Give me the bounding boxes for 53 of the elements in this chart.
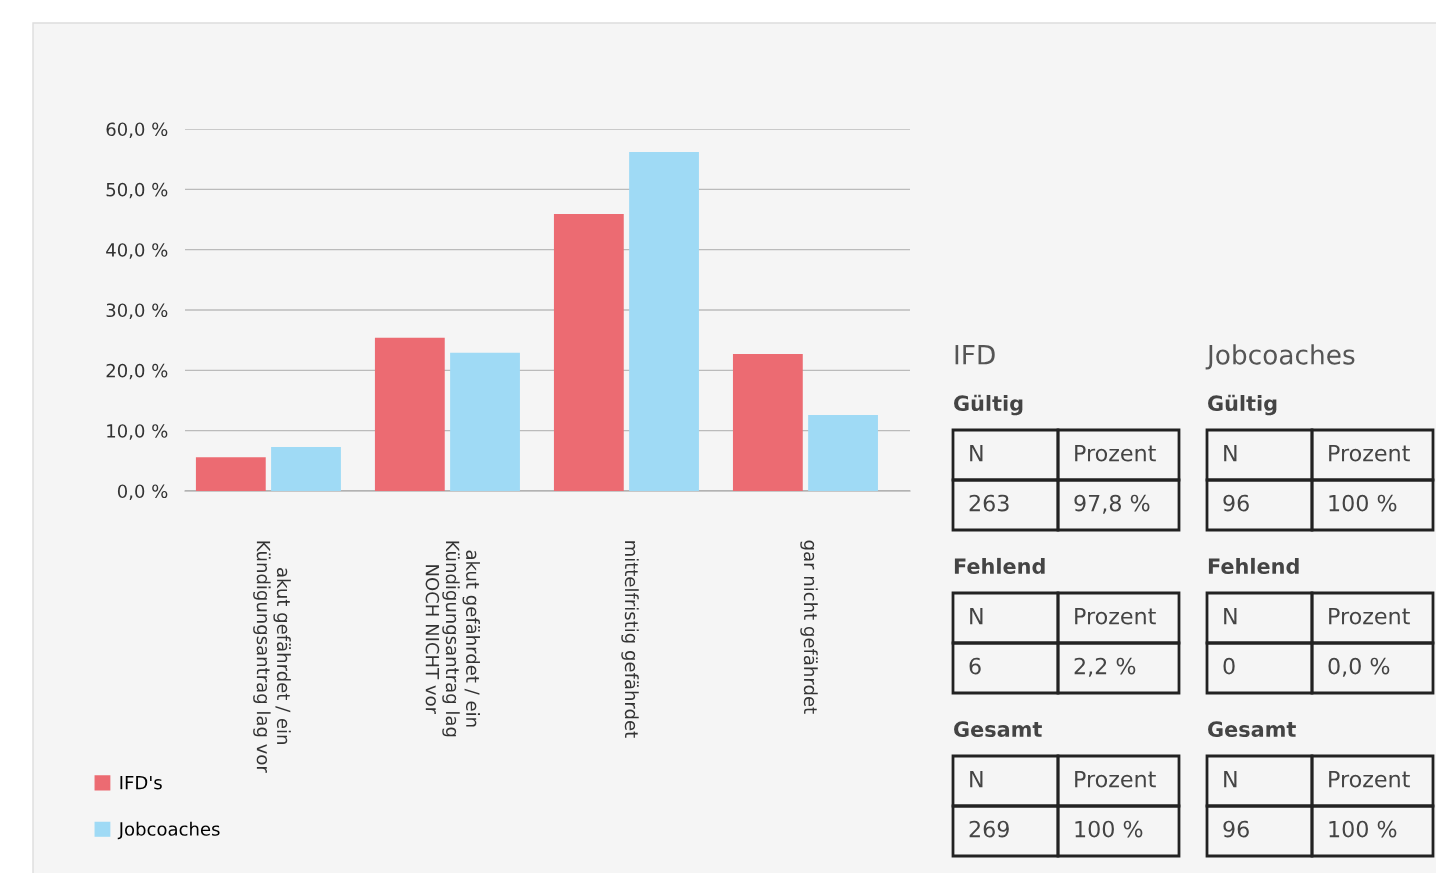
- legend-label: IFD's: [120, 776, 162, 790]
- text: N: [1224, 607, 1237, 625]
- text: Prozent: [1329, 770, 1410, 788]
- text: 269: [969, 820, 1009, 838]
- text: 100 %: [1075, 820, 1143, 838]
- x-tick-label: akut gefährdet / ein Kündigungsantrag lag vor: [253, 541, 291, 773]
- text: N: [970, 607, 983, 625]
- bar: [271, 446, 341, 491]
- x-tick-label: akut gefährdet / ein Kündigungsantrag lag NOCH NICHT vor: [425, 541, 480, 737]
- bar: [808, 414, 878, 491]
- text: Jobcoaches: [1205, 344, 1355, 370]
- text: IFD: [955, 345, 995, 365]
- x-tick-label: mittelfristig gefährdet: [621, 541, 639, 738]
- text: Gültig: [954, 394, 1023, 416]
- text: 96: [1223, 494, 1249, 512]
- text: 2,2 %: [1074, 657, 1136, 677]
- text: Prozent: [1329, 444, 1410, 462]
- text: N: [1224, 770, 1237, 788]
- text: 100 %: [1329, 820, 1397, 838]
- text: 100 %: [1329, 494, 1397, 512]
- y-tick-label: 40,0 %: [106, 243, 168, 259]
- text: 0,0 %: [1328, 657, 1390, 677]
- x-tick-label: gar nicht gefährdet: [800, 540, 818, 714]
- text: Prozent: [1329, 607, 1410, 625]
- text: Fehlend: [1208, 557, 1299, 575]
- bar: [553, 214, 624, 491]
- y-tick-label: 0,0 %: [117, 484, 168, 500]
- legend-label: Jobcoaches: [117, 821, 220, 840]
- text: 0: [1223, 657, 1235, 675]
- text: Prozent: [1075, 770, 1156, 788]
- text: 263: [969, 494, 1009, 512]
- text: N: [1224, 444, 1237, 462]
- text: N: [970, 444, 983, 462]
- text: Prozent: [1075, 607, 1156, 625]
- bar: [450, 352, 520, 491]
- bar: [732, 354, 803, 491]
- y-tick-label: 20,0 %: [106, 363, 168, 380]
- text: Gesamt: [1208, 721, 1296, 738]
- y-tick-label: 30,0 %: [106, 303, 168, 319]
- bar: [374, 337, 445, 491]
- bar: [195, 457, 266, 491]
- y-tick-label: 60,0 %: [106, 122, 168, 138]
- text: 96: [1223, 820, 1249, 838]
- y-tick-label: 50,0 %: [106, 182, 168, 199]
- bar: [629, 151, 699, 491]
- text: Gesamt: [954, 721, 1042, 738]
- text: 97,8 %: [1074, 494, 1150, 514]
- text: 6: [969, 657, 981, 675]
- text: N: [970, 770, 983, 788]
- text: Fehlend: [954, 557, 1045, 575]
- text: Prozent: [1075, 444, 1156, 462]
- y-tick-label: 10,0 %: [107, 424, 168, 440]
- text: Gültig: [1208, 394, 1277, 416]
